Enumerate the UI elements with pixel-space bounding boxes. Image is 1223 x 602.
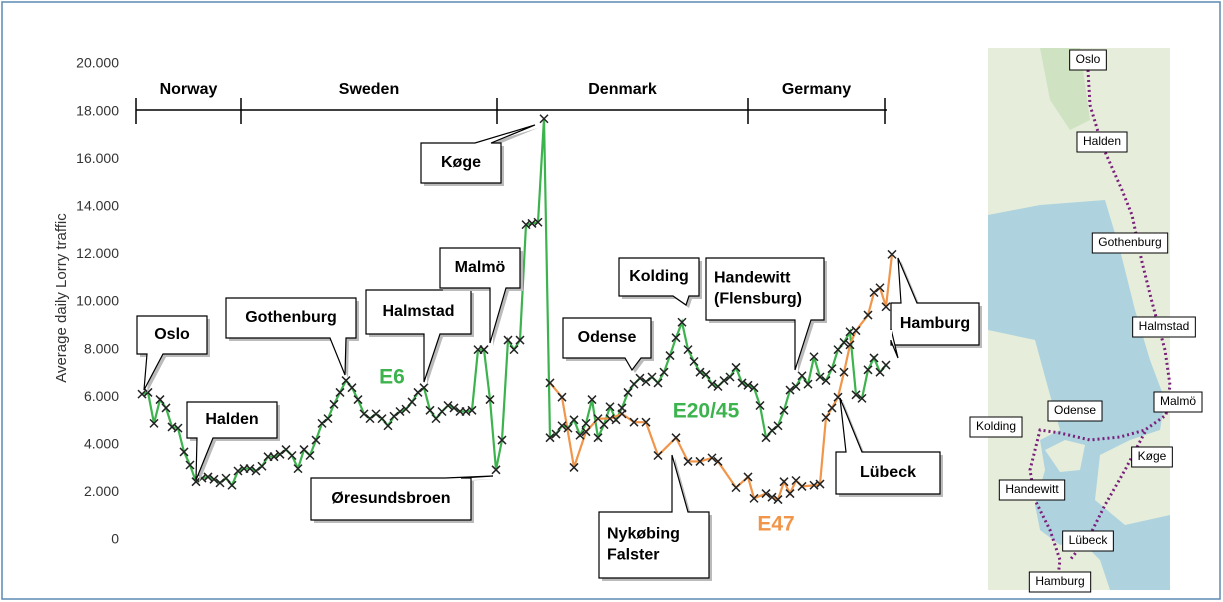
map-label: Handewitt xyxy=(999,480,1064,500)
callout-label: (Flensburg) xyxy=(714,291,802,308)
callout-label: Malmö xyxy=(455,259,506,276)
map-label: Kolding xyxy=(970,417,1022,437)
y-tick-label: 20.000 xyxy=(76,55,119,71)
callout-label: Køge xyxy=(441,154,481,171)
map-label-text: Gothenburg xyxy=(1098,235,1161,249)
y-axis-label: Average daily Lorry traffic xyxy=(53,213,70,383)
series-label: E47 xyxy=(757,513,794,536)
y-tick-label: 8.000 xyxy=(84,340,119,356)
callout-label: Kolding xyxy=(629,268,689,285)
series-label: E20/45 xyxy=(673,400,740,423)
callout-label: Nykøbing xyxy=(607,526,680,543)
y-tick-label: 0 xyxy=(111,531,119,547)
region-label: Sweden xyxy=(339,81,399,98)
y-tick-label: 14.000 xyxy=(76,198,119,214)
map-label-text: Malmö xyxy=(1160,394,1196,408)
callout-label: Oslo xyxy=(154,326,190,343)
callout: Øresundsbroen xyxy=(311,476,496,523)
map-label-text: Halmstad xyxy=(1139,319,1190,333)
series-label: E6 xyxy=(379,366,405,389)
region-label: Germany xyxy=(782,81,851,98)
map-label-text: Halden xyxy=(1083,134,1121,148)
map-label: Halmstad xyxy=(1133,317,1196,337)
callout-label: Øresundsbroen xyxy=(331,490,450,507)
y-tick-label: 2.000 xyxy=(84,483,119,499)
map-label-text: Handewitt xyxy=(1005,482,1059,496)
y-tick-label: 16.000 xyxy=(76,150,119,166)
callout-label: Lübeck xyxy=(860,464,916,481)
y-tick-label: 10.000 xyxy=(76,293,119,309)
map-label-text: Oslo xyxy=(1076,52,1101,66)
map-label: Hamburg xyxy=(1029,572,1090,592)
map-label-text: Hamburg xyxy=(1035,574,1084,588)
map-label: Lübeck xyxy=(1063,531,1114,551)
y-tick-label: 6.000 xyxy=(84,388,119,404)
callout-label: Handewitt xyxy=(714,270,791,287)
map-label-text: Kolding xyxy=(976,419,1016,433)
map-label: Oslo xyxy=(1070,50,1107,70)
map-label-text: Lübeck xyxy=(1069,533,1109,547)
callout-label: Halden xyxy=(205,411,258,428)
map-label: Malmö xyxy=(1154,392,1202,412)
page: 0 2.000 4.000 6.000 8.000 10.000 12.000 14.000 1… xyxy=(0,0,1223,602)
map-label: Køge xyxy=(1132,447,1173,467)
region-label: Norway xyxy=(160,81,218,98)
callout-label: Hamburg xyxy=(900,315,970,332)
callout-label: Gothenburg xyxy=(245,309,337,326)
y-tick-label: 4.000 xyxy=(84,436,119,452)
map-label-text: Køge xyxy=(1138,449,1167,463)
callout-label: Halmstad xyxy=(382,303,454,320)
map-label: Halden xyxy=(1077,132,1127,152)
y-tick-label: 18.000 xyxy=(76,102,119,118)
map-label: Odense xyxy=(1048,401,1102,421)
y-tick-label: 12.000 xyxy=(76,245,119,261)
callout-label: Falster xyxy=(607,547,659,564)
map-label: Gothenburg xyxy=(1092,233,1167,253)
map-label-text: Odense xyxy=(1054,403,1096,417)
callout-label: Odense xyxy=(578,329,637,346)
region-label: Denmark xyxy=(588,81,657,98)
